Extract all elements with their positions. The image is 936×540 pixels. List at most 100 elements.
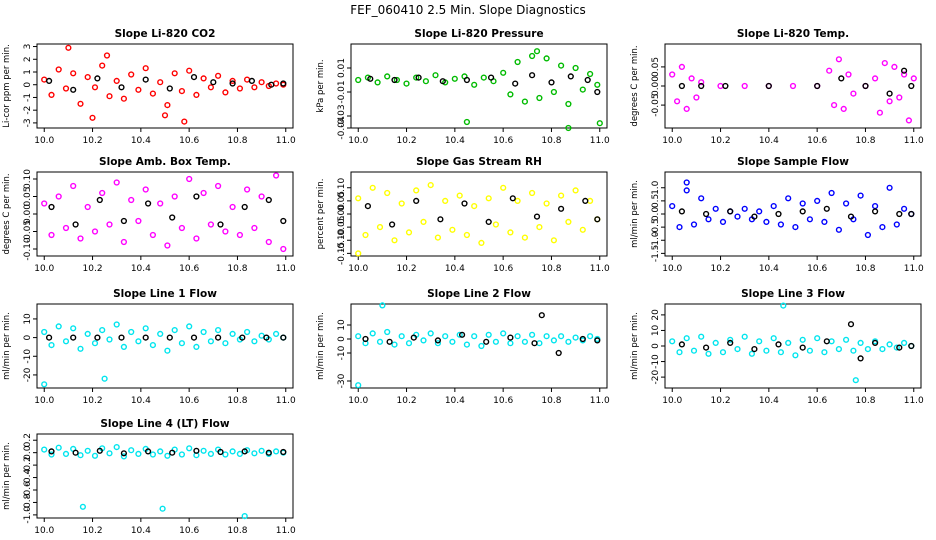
data-point — [364, 203, 372, 210]
data-point — [413, 187, 420, 194]
data-point — [48, 91, 55, 99]
data-point — [200, 328, 207, 336]
data-point — [171, 70, 178, 77]
x-tick-label: 10.2 — [397, 264, 417, 274]
data-point — [273, 172, 280, 179]
data-point — [241, 203, 248, 211]
data-point — [70, 182, 77, 190]
y-tick-label: 3 — [23, 44, 33, 50]
data-point — [355, 195, 362, 202]
data-point — [756, 338, 763, 345]
data-point — [864, 231, 872, 239]
data-point — [785, 339, 792, 347]
x-tick-label: 10.2 — [83, 136, 103, 146]
data-point — [886, 98, 893, 105]
x-tick-label: 10.4 — [445, 264, 465, 274]
data-point — [142, 334, 149, 341]
data-point — [548, 79, 555, 86]
data-point — [838, 75, 845, 82]
data-point — [106, 221, 113, 228]
data-point — [384, 73, 391, 80]
x-tick-label: 10.0 — [348, 136, 368, 146]
data-point — [149, 342, 157, 349]
data-point — [70, 70, 77, 77]
data-point — [79, 503, 87, 510]
data-point — [492, 221, 500, 228]
data-point — [669, 338, 676, 345]
data-point — [178, 340, 186, 347]
data-point — [222, 451, 229, 458]
data-point — [374, 79, 381, 86]
x-tick-label: 10.6 — [179, 264, 199, 274]
y-tick-label: 0.2 — [23, 433, 33, 447]
data-point — [891, 63, 898, 71]
data-point — [555, 349, 562, 357]
data-point — [507, 340, 514, 347]
data-point — [420, 218, 427, 226]
y-tick-label: -20 — [651, 369, 661, 384]
data-point — [106, 450, 113, 457]
data-point — [244, 76, 251, 83]
data-point — [806, 347, 814, 354]
data-point — [780, 302, 787, 309]
data-point — [857, 355, 864, 362]
y-tick-label: -0.6 — [23, 481, 33, 499]
series-data — [355, 302, 601, 389]
data-point — [683, 179, 690, 186]
data-point — [91, 228, 99, 235]
y-tick-label: 10 — [23, 313, 33, 325]
data-point — [799, 344, 806, 351]
data-point — [120, 95, 128, 102]
data-point — [719, 349, 727, 356]
data-point — [586, 333, 594, 340]
data-point — [702, 210, 710, 218]
data-point — [500, 184, 507, 191]
data-point — [669, 71, 676, 78]
data-point — [910, 75, 917, 82]
data-point — [770, 335, 777, 342]
data-point — [369, 184, 376, 191]
data-point — [908, 82, 915, 90]
data-point — [881, 59, 888, 67]
data-point — [500, 69, 507, 76]
plot-frame — [36, 43, 294, 129]
data-point — [128, 328, 135, 336]
series-data — [355, 182, 601, 257]
data-point — [200, 75, 207, 82]
data-point — [806, 216, 814, 223]
data-point — [437, 216, 444, 223]
data-point — [89, 114, 96, 121]
data-point — [241, 448, 248, 455]
data-point — [391, 237, 398, 244]
data-point — [229, 80, 236, 87]
data-point — [509, 195, 516, 202]
x-tick-label: 10.6 — [807, 396, 827, 406]
panel-slope-sample-flow: Slope Sample Flow 10.0 10.2 10.4 10.6 10.8 11.… — [630, 156, 924, 274]
y-tick-label: -1 — [23, 93, 33, 102]
data-point — [62, 450, 70, 458]
data-point — [488, 74, 495, 81]
data-point — [376, 338, 384, 345]
data-point — [471, 203, 478, 210]
data-point — [678, 341, 686, 348]
data-point — [96, 196, 103, 204]
data-point — [265, 196, 272, 204]
x-tick-label: 10.8 — [855, 136, 875, 146]
data-point — [828, 338, 835, 345]
data-point — [862, 82, 869, 90]
data-point — [178, 224, 186, 232]
data-point — [99, 327, 106, 334]
y-tick-label: 0.10 — [23, 169, 33, 189]
data-point — [777, 349, 785, 356]
y-tick-label: -0.05 — [337, 215, 347, 238]
data-point — [186, 67, 193, 74]
data-point — [251, 84, 258, 91]
data-point — [557, 333, 565, 340]
data-point — [157, 448, 164, 455]
y-tick-label: 0 — [337, 336, 347, 342]
data-point — [181, 118, 188, 125]
data-point — [792, 224, 799, 231]
plot-frame — [36, 303, 294, 389]
data-point — [826, 67, 833, 74]
